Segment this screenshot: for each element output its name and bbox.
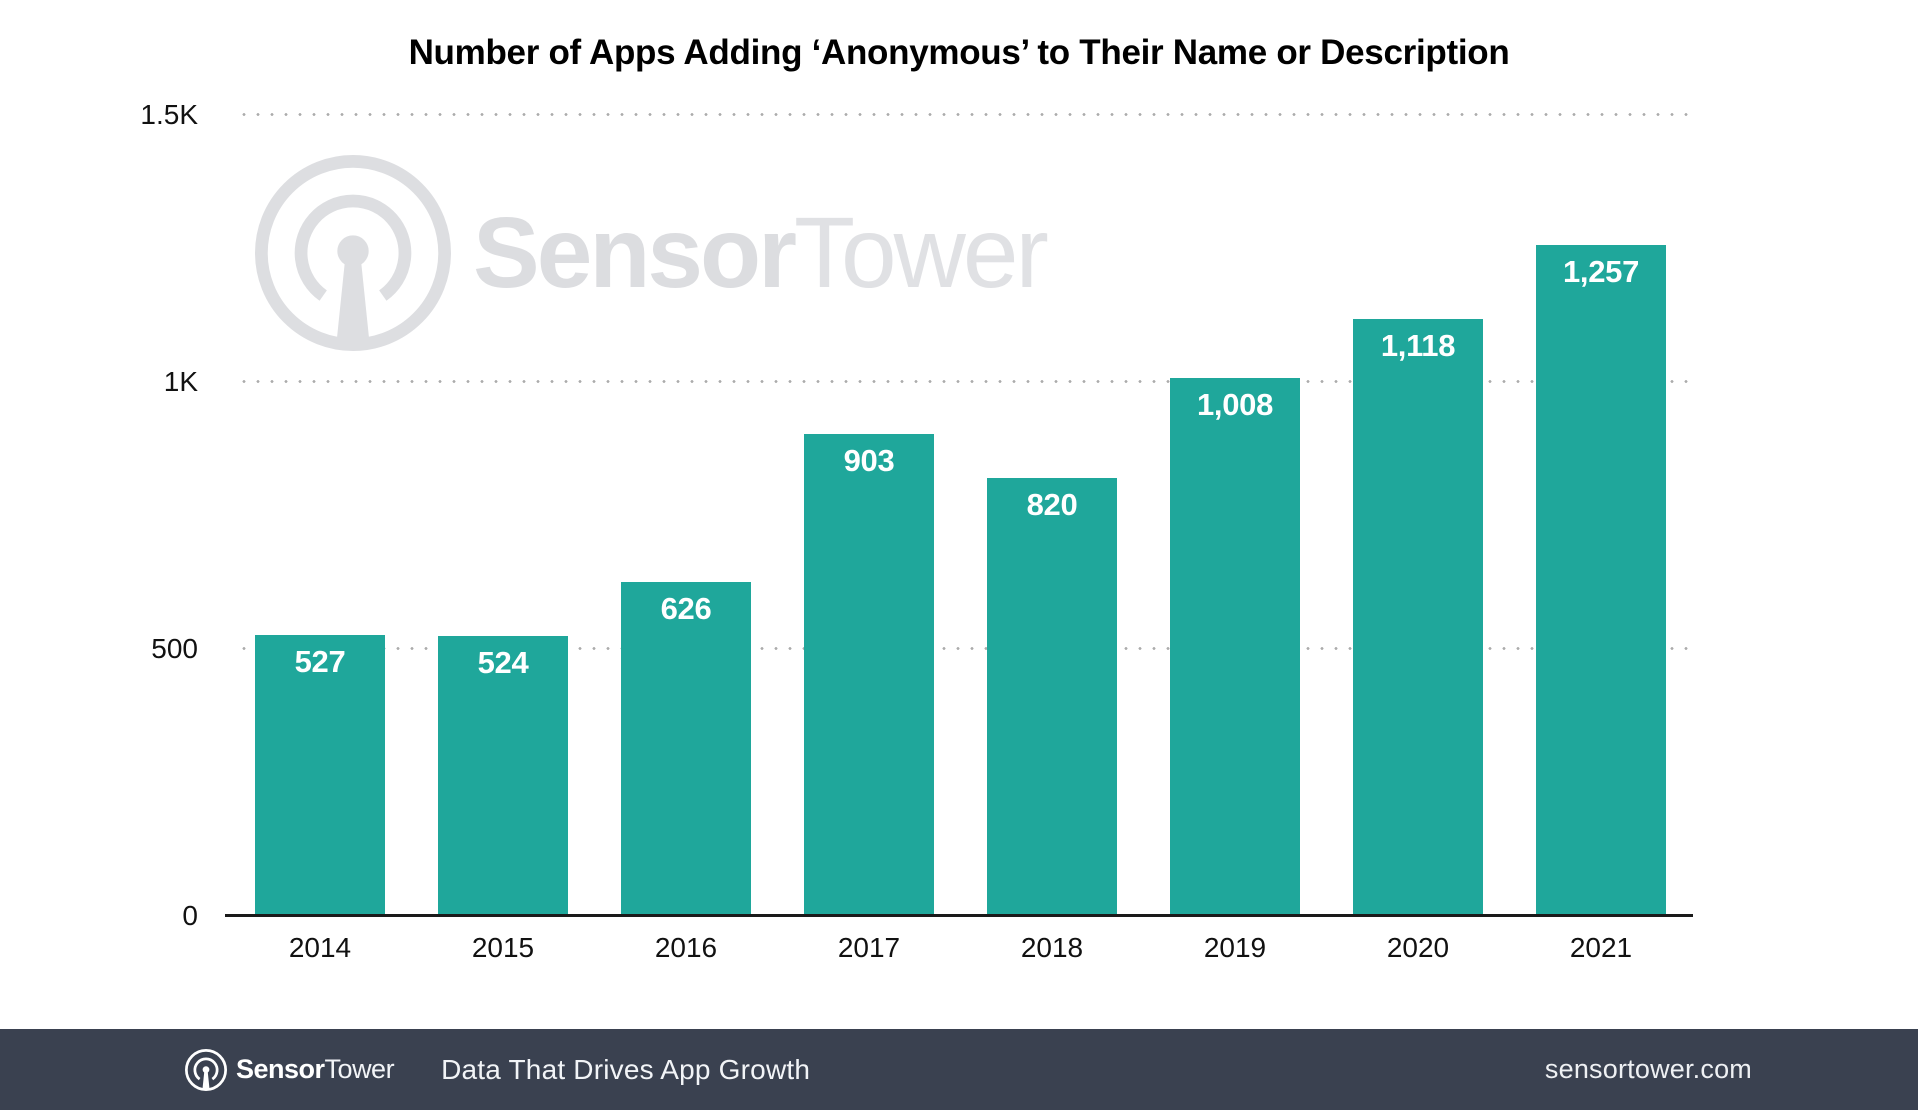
x-axis-tick-2016: 2016 — [654, 932, 718, 963]
bar-value-label-2014: 527 — [294, 644, 346, 679]
bar-2015: 524 — [438, 636, 568, 914]
y-axis-tick-1.5k: 1.5K — [140, 99, 198, 130]
footer-brand-bold: Sensor — [236, 1054, 325, 1084]
sensortower-logo-icon — [255, 155, 451, 351]
x-axis-tick-2020: 2020 — [1386, 932, 1450, 963]
watermark-brand-bold: Sensor — [473, 197, 797, 309]
gridline-1k — [237, 380, 1688, 383]
x-axis-tick-2021: 2021 — [1569, 932, 1633, 963]
bar-value-label-2018: 820 — [1026, 487, 1078, 522]
x-axis-tick-2017: 2017 — [837, 932, 901, 963]
gridline-1.5k — [237, 113, 1688, 116]
footer-tagline: Data That Drives App Growth — [441, 1053, 811, 1085]
watermark-wordmark: SensorTower — [473, 203, 1049, 303]
footer-wordmark: SensorTower — [236, 1054, 395, 1085]
bar-2017: 903 — [804, 434, 934, 914]
y-axis-tick-500: 500 — [151, 633, 198, 664]
chart-title: Number of Apps Adding ‘Anonymous’ to The… — [408, 33, 1510, 72]
bar-value-label-2020: 1,118 — [1380, 328, 1456, 363]
bar-2020: 1,118 — [1353, 319, 1483, 914]
bar-2016: 626 — [621, 582, 751, 914]
bar-value-label-2016: 626 — [660, 591, 712, 626]
x-axis-tick-2014: 2014 — [288, 932, 352, 963]
bar-2018: 820 — [987, 478, 1117, 914]
x-axis-tick-2019: 2019 — [1203, 932, 1267, 963]
bar-2014: 527 — [255, 635, 385, 914]
footer-sensortower-logo-icon — [185, 1048, 227, 1091]
bar-value-label-2019: 1,008 — [1196, 387, 1274, 422]
bar-value-label-2021: 1,257 — [1562, 254, 1640, 289]
bar-value-label-2017: 903 — [843, 443, 895, 478]
y-axis-tick-1k: 1K — [163, 366, 198, 397]
sensortower-watermark: SensorTower — [255, 155, 1075, 351]
watermark-brand-light: Tower — [794, 197, 1049, 309]
footer-brand-light: Tower — [324, 1054, 395, 1084]
footer-brand: SensorTower — [185, 1048, 395, 1091]
footer-bar: SensorTower Data That Drives App Growth … — [0, 1029, 1918, 1110]
gridline-500 — [237, 647, 1688, 650]
bar-2019: 1,008 — [1170, 378, 1300, 914]
x-axis-line — [225, 914, 1693, 917]
footer-website-link[interactable]: sensortower.com — [1544, 1054, 1752, 1084]
y-axis-tick-0: 0 — [182, 900, 198, 931]
bar-value-label-2015: 524 — [477, 645, 529, 680]
plot-area: 1.5K 1K 500 0 527 2014 524 2015 626 2016 903 2017 82… — [140, 99, 1693, 963]
bar-2021: 1,257 — [1536, 245, 1666, 914]
x-axis-tick-2018: 2018 — [1020, 932, 1084, 963]
x-axis-tick-2015: 2015 — [471, 932, 535, 963]
